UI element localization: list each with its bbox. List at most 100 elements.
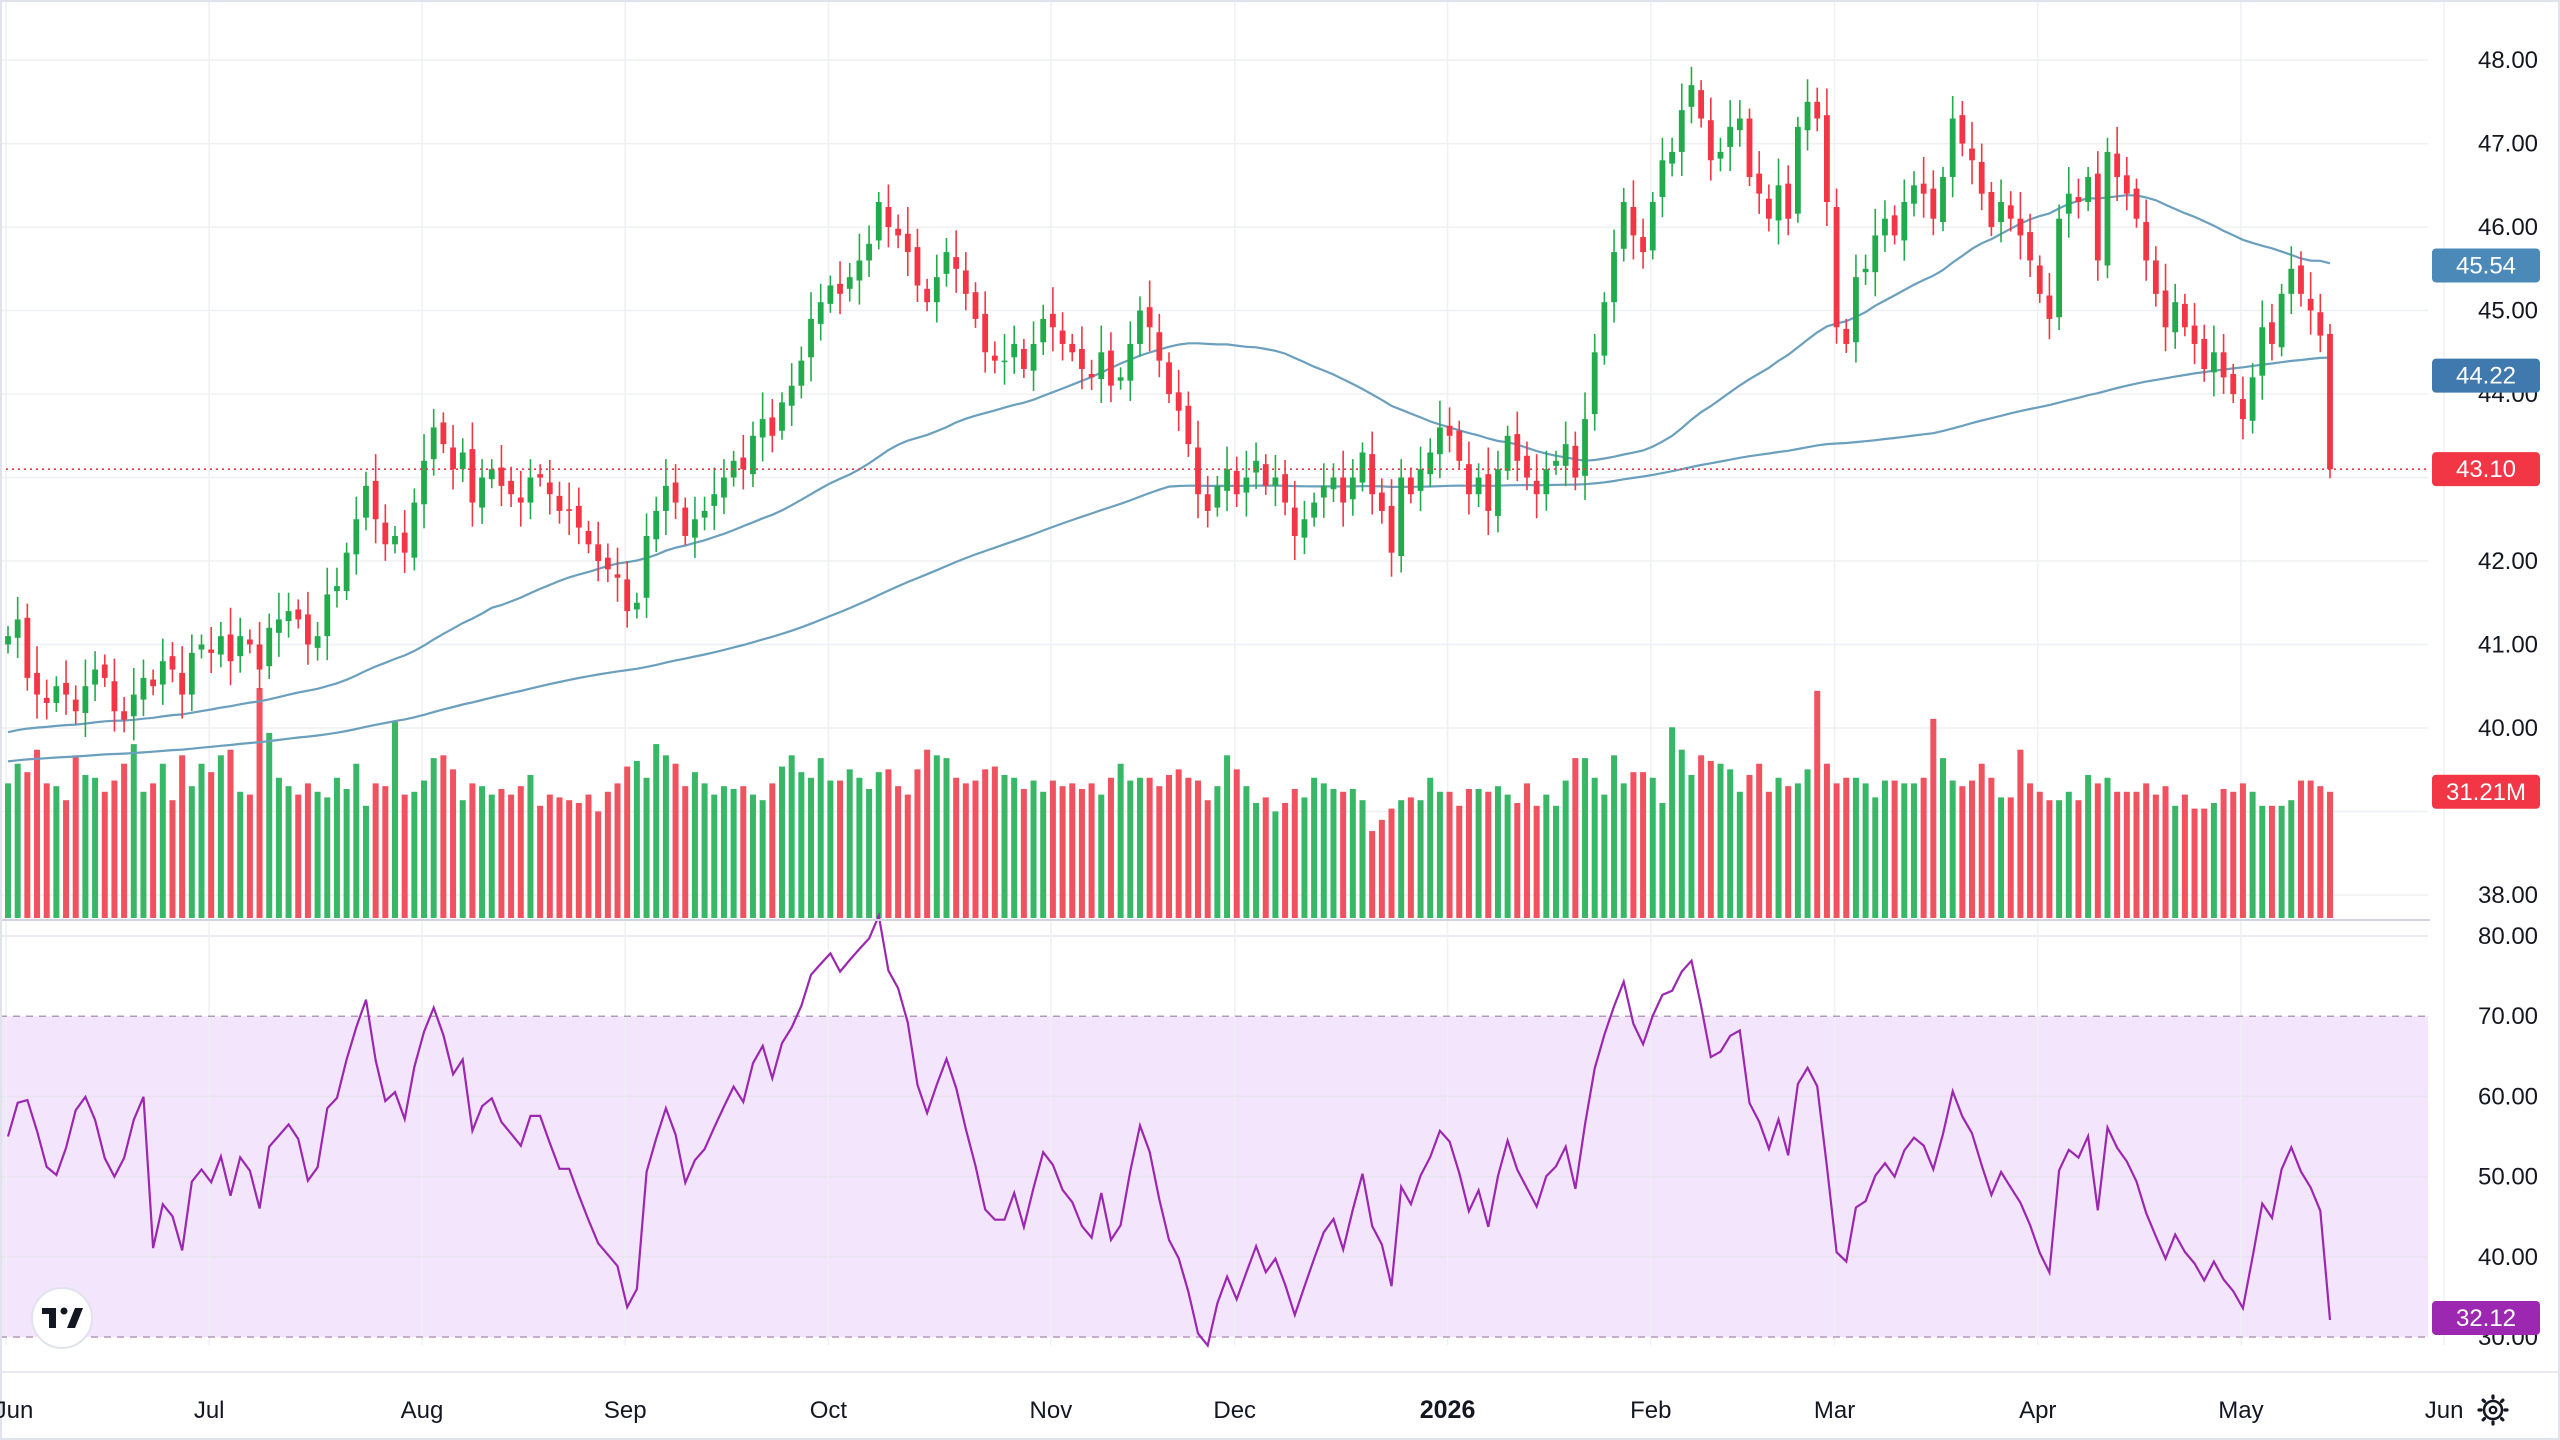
time-tick-label: Jun <box>2425 1397 2464 1424</box>
candle <box>1030 321 1037 391</box>
candle <box>1146 280 1153 352</box>
rsi-badge: 32.12 <box>2432 1300 2540 1335</box>
tradingview-logo-icon[interactable] <box>31 1287 93 1349</box>
volume-bar <box>1978 763 1985 918</box>
volume-bar <box>2210 803 2217 918</box>
candle <box>556 481 563 524</box>
volume-bar <box>14 763 21 918</box>
candle <box>1098 325 1105 404</box>
volume-bar <box>662 755 669 918</box>
volume-bar <box>779 766 785 918</box>
candle <box>2181 293 2188 337</box>
candle <box>421 434 427 529</box>
volume-bar <box>2268 805 2275 918</box>
candle <box>1369 431 1376 515</box>
volume-bar <box>1514 803 1521 918</box>
volume-bar <box>1059 786 1066 918</box>
volume-bar <box>837 780 844 918</box>
volume-bar <box>1117 763 1124 918</box>
candle <box>643 513 650 619</box>
candle <box>324 567 331 661</box>
volume-bar <box>1765 791 1772 918</box>
volume-bar <box>1349 788 1356 918</box>
candle <box>2298 251 2304 307</box>
volume-bar <box>759 800 766 918</box>
time-tick-label: Sep <box>604 1397 647 1424</box>
candle <box>159 638 166 705</box>
candle <box>2065 166 2072 238</box>
volume-bar <box>866 788 873 918</box>
price-axis[interactable]: 48.0047.0046.0045.0044.0042.0041.0040.00… <box>2478 47 2538 909</box>
volume-bar <box>1446 791 1453 918</box>
volume-bar <box>769 783 776 918</box>
candle <box>2201 324 2208 382</box>
volume-bar <box>1698 755 1705 918</box>
candle <box>692 496 698 558</box>
volume-bar <box>556 797 563 918</box>
volume-bar <box>1659 803 1666 918</box>
volume-bar <box>595 811 602 918</box>
candle <box>1224 446 1230 512</box>
time-tick-label: Jun <box>0 1397 33 1424</box>
time-tick-label: Oct <box>810 1397 848 1424</box>
candle <box>604 543 611 583</box>
volume-bar <box>1823 763 1830 918</box>
volume-bar <box>943 758 950 918</box>
ma-short-badge: 45.54 <box>2432 248 2540 283</box>
candle <box>1282 459 1289 516</box>
candle <box>875 192 882 250</box>
candle <box>1485 447 1492 535</box>
price-tick-label: 42.00 <box>2478 548 2538 575</box>
candle <box>1794 116 1801 223</box>
volume-bar <box>5 783 11 918</box>
candle <box>305 591 311 665</box>
candle <box>1630 180 1637 260</box>
volume-bar <box>256 688 263 918</box>
volume-bar <box>1814 690 1821 918</box>
volume-bar <box>1282 803 1289 918</box>
volume-bar <box>1020 788 1027 918</box>
candle <box>566 482 573 535</box>
volume-bar <box>1078 788 1085 918</box>
volume-bar <box>459 800 466 918</box>
volume-bar <box>440 755 447 918</box>
candle <box>2046 272 2053 340</box>
volume-bar <box>1601 794 1608 918</box>
candle <box>769 399 776 453</box>
rsi-line <box>6 911 2332 1348</box>
candle <box>1378 478 1385 524</box>
candle <box>1533 454 1540 519</box>
candle <box>575 487 582 545</box>
settings-gear-icon[interactable] <box>2477 1394 2509 1426</box>
volume-bar <box>846 769 853 918</box>
candle <box>469 422 476 527</box>
candle <box>101 654 108 687</box>
volume-bar <box>1959 786 1966 918</box>
volume-bar <box>2123 791 2130 918</box>
time-axis[interactable]: Jun Jul Aug Sep Oct Nov Dec 2026 Feb Mar Apr May Jun <box>0 1396 2463 1424</box>
volume-bar <box>1852 777 1859 918</box>
volume-bar <box>643 777 650 918</box>
candle <box>353 496 360 575</box>
volume-bar <box>1049 780 1056 918</box>
candle <box>2269 303 2275 361</box>
volume-bar <box>933 755 940 918</box>
volume-bar <box>2317 786 2324 918</box>
candle <box>517 470 524 527</box>
volume-bar <box>1069 783 1076 918</box>
volume-bar <box>904 794 911 918</box>
volume-bar <box>362 805 369 918</box>
volume-bar <box>1756 763 1763 918</box>
candle <box>595 521 602 582</box>
candle <box>1920 156 1927 218</box>
volume-bar <box>2133 791 2140 918</box>
volume-bar <box>1272 811 1279 918</box>
candle <box>488 459 495 489</box>
volume-bar <box>1156 786 1163 918</box>
volume-bar <box>275 777 282 918</box>
volume-bar <box>1359 800 1366 918</box>
time-tick-label: May <box>2218 1397 2263 1424</box>
